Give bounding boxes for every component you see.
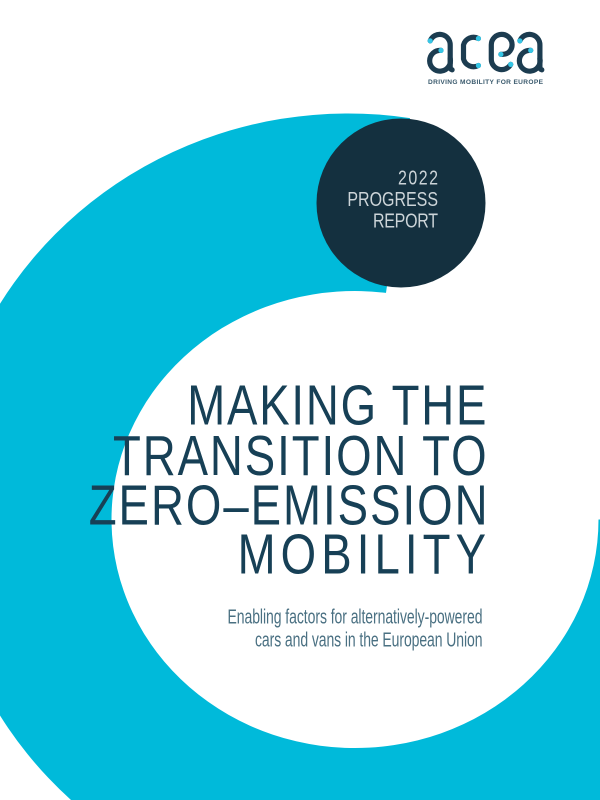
svg-text:ZERO–EMISSION: ZERO–EMISSION	[89, 473, 488, 537]
svg-text:Enabling factors for alternati: Enabling factors for alternatively-power…	[228, 605, 483, 628]
svg-text:TRANSITION TO: TRANSITION TO	[113, 423, 487, 487]
svg-text:REPORT: REPORT	[373, 210, 438, 232]
svg-text:2022: 2022	[398, 167, 438, 189]
svg-text:cars and vans in the European: cars and vans in the European Union	[255, 628, 482, 651]
svg-text:DRIVING MOBILITY FOR EUROPE: DRIVING MOBILITY FOR EUROPE	[428, 79, 544, 86]
svg-text:PROGRESS: PROGRESS	[347, 188, 438, 210]
svg-text:MAKING THE: MAKING THE	[187, 373, 486, 437]
svg-text:MOBILITY: MOBILITY	[238, 522, 486, 586]
